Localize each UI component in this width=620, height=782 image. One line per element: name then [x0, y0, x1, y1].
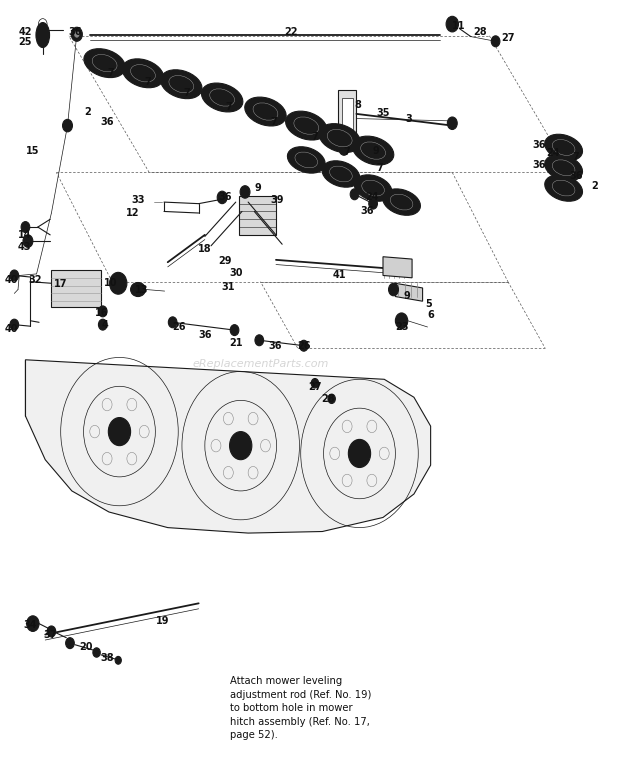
Text: 36: 36 [68, 27, 82, 37]
Text: 36: 36 [532, 160, 546, 170]
Circle shape [74, 31, 79, 38]
Circle shape [375, 179, 384, 190]
Text: 8: 8 [355, 99, 361, 109]
Text: 10: 10 [104, 278, 118, 289]
Polygon shape [25, 360, 431, 533]
Text: 42: 42 [19, 27, 32, 37]
Text: 32: 32 [28, 275, 42, 285]
Text: 13: 13 [135, 285, 148, 295]
Text: 21: 21 [229, 338, 242, 348]
Text: 28: 28 [322, 394, 335, 404]
Ellipse shape [354, 175, 392, 201]
Circle shape [21, 221, 30, 232]
Text: 40: 40 [5, 275, 19, 285]
Circle shape [23, 235, 33, 247]
Text: 30: 30 [229, 268, 242, 278]
Text: 36: 36 [360, 206, 374, 216]
Text: 5: 5 [425, 299, 432, 309]
Circle shape [229, 432, 252, 460]
Ellipse shape [545, 135, 583, 160]
Circle shape [328, 394, 335, 404]
Text: 7: 7 [271, 117, 278, 127]
Text: 7: 7 [107, 67, 114, 77]
Text: 7: 7 [376, 163, 383, 173]
Ellipse shape [84, 48, 125, 77]
Polygon shape [338, 91, 356, 142]
Text: Attach mower leveling
adjustment rod (Ref. No. 19)
to bottom hole in mower
hitch: Attach mower leveling adjustment rod (Re… [229, 676, 371, 741]
Text: 35: 35 [376, 108, 390, 118]
Text: 34: 34 [24, 620, 37, 630]
Text: 6: 6 [427, 310, 434, 320]
Text: 23: 23 [395, 322, 409, 332]
Text: 12: 12 [126, 208, 140, 218]
Ellipse shape [545, 155, 583, 181]
Circle shape [299, 340, 308, 351]
Ellipse shape [352, 136, 394, 165]
Circle shape [450, 21, 454, 27]
Circle shape [63, 120, 73, 132]
Ellipse shape [131, 282, 146, 296]
Text: 27: 27 [308, 382, 322, 392]
Ellipse shape [36, 23, 50, 48]
Text: 14: 14 [17, 230, 31, 240]
Text: 36: 36 [569, 171, 583, 181]
Circle shape [66, 637, 74, 648]
Text: 29: 29 [218, 256, 231, 267]
Text: 33: 33 [131, 195, 145, 205]
Circle shape [350, 188, 359, 199]
Ellipse shape [545, 175, 583, 201]
Circle shape [255, 335, 264, 346]
Circle shape [339, 143, 349, 156]
Polygon shape [51, 270, 101, 307]
Text: 27: 27 [501, 33, 515, 43]
Circle shape [396, 313, 408, 328]
Text: 31: 31 [221, 282, 235, 292]
Text: 25: 25 [19, 37, 32, 47]
Circle shape [240, 185, 250, 198]
Polygon shape [383, 256, 412, 278]
Text: 2: 2 [591, 181, 598, 192]
Text: 40: 40 [5, 324, 19, 334]
Ellipse shape [288, 147, 325, 173]
Text: 11: 11 [452, 21, 465, 31]
Circle shape [108, 418, 131, 446]
Circle shape [217, 191, 227, 203]
Text: 7: 7 [183, 88, 190, 98]
Circle shape [389, 283, 399, 296]
Ellipse shape [245, 97, 286, 126]
Circle shape [348, 439, 371, 468]
Polygon shape [396, 283, 423, 301]
Text: 18: 18 [198, 244, 211, 254]
Text: 26: 26 [297, 341, 311, 350]
Text: 36: 36 [532, 140, 546, 150]
Circle shape [448, 117, 457, 130]
Circle shape [115, 656, 122, 664]
Text: 24: 24 [546, 148, 560, 158]
Ellipse shape [122, 59, 164, 88]
Text: 4: 4 [101, 320, 108, 330]
Ellipse shape [322, 161, 360, 187]
Text: 20: 20 [79, 642, 93, 652]
Text: 26: 26 [172, 322, 185, 332]
Circle shape [491, 36, 500, 47]
Circle shape [39, 27, 46, 37]
Circle shape [311, 378, 319, 388]
Text: 17: 17 [54, 279, 68, 289]
Circle shape [110, 272, 127, 294]
Text: 36: 36 [100, 117, 114, 127]
Text: 7: 7 [343, 147, 350, 157]
Text: 7: 7 [144, 77, 151, 87]
Circle shape [99, 306, 107, 317]
Text: 37: 37 [43, 630, 57, 640]
Circle shape [27, 615, 39, 631]
Circle shape [10, 319, 19, 330]
Text: 16: 16 [95, 308, 108, 318]
Text: 15: 15 [26, 145, 40, 156]
Text: 36: 36 [268, 341, 282, 350]
Text: 24: 24 [365, 192, 379, 203]
Polygon shape [239, 196, 276, 235]
Text: 9: 9 [404, 291, 410, 301]
Ellipse shape [161, 70, 202, 99]
Circle shape [71, 27, 82, 41]
Circle shape [93, 647, 100, 657]
